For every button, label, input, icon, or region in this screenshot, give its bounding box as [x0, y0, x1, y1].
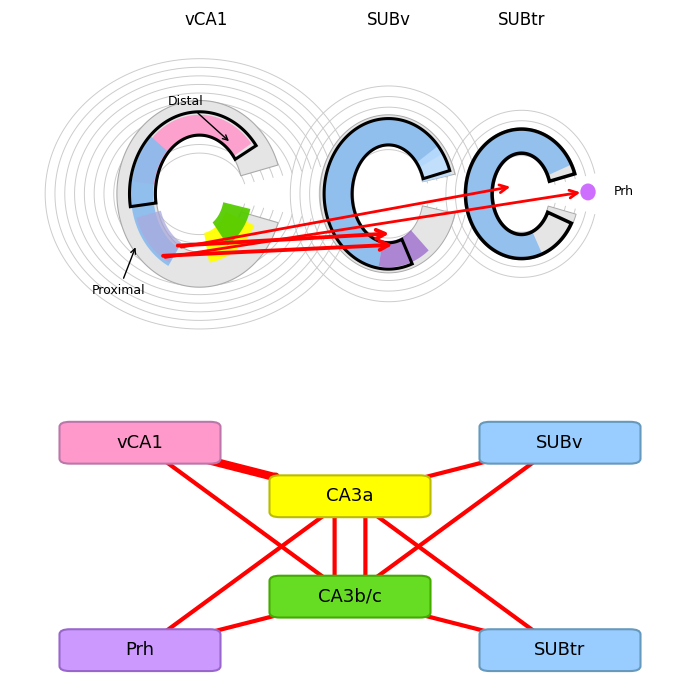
Text: vCA1: vCA1 — [117, 434, 163, 452]
FancyBboxPatch shape — [60, 422, 220, 464]
Polygon shape — [467, 130, 570, 257]
FancyBboxPatch shape — [270, 475, 430, 517]
Polygon shape — [416, 146, 451, 182]
Text: SUBtr: SUBtr — [534, 641, 586, 659]
Polygon shape — [117, 100, 278, 287]
Text: CA3a: CA3a — [326, 487, 374, 505]
Polygon shape — [204, 212, 254, 263]
Text: SUBtr: SUBtr — [498, 11, 545, 29]
Polygon shape — [464, 128, 576, 260]
FancyBboxPatch shape — [480, 422, 640, 464]
Polygon shape — [213, 202, 251, 245]
Ellipse shape — [580, 183, 596, 201]
Polygon shape — [320, 115, 455, 273]
FancyBboxPatch shape — [480, 629, 640, 671]
Polygon shape — [379, 230, 428, 267]
Text: Prh: Prh — [614, 185, 634, 199]
Text: SUBv: SUBv — [536, 434, 584, 452]
Text: Prh: Prh — [125, 641, 155, 659]
Polygon shape — [133, 115, 251, 185]
Text: CA3b/c: CA3b/c — [318, 588, 382, 606]
Text: Distal: Distal — [167, 95, 228, 140]
FancyBboxPatch shape — [270, 576, 430, 618]
Text: vCA1: vCA1 — [185, 11, 228, 29]
FancyBboxPatch shape — [60, 629, 220, 671]
Text: Proximal: Proximal — [92, 249, 146, 297]
Polygon shape — [136, 210, 181, 263]
Polygon shape — [324, 118, 443, 268]
Polygon shape — [131, 137, 178, 266]
Text: SUBv: SUBv — [367, 11, 410, 29]
